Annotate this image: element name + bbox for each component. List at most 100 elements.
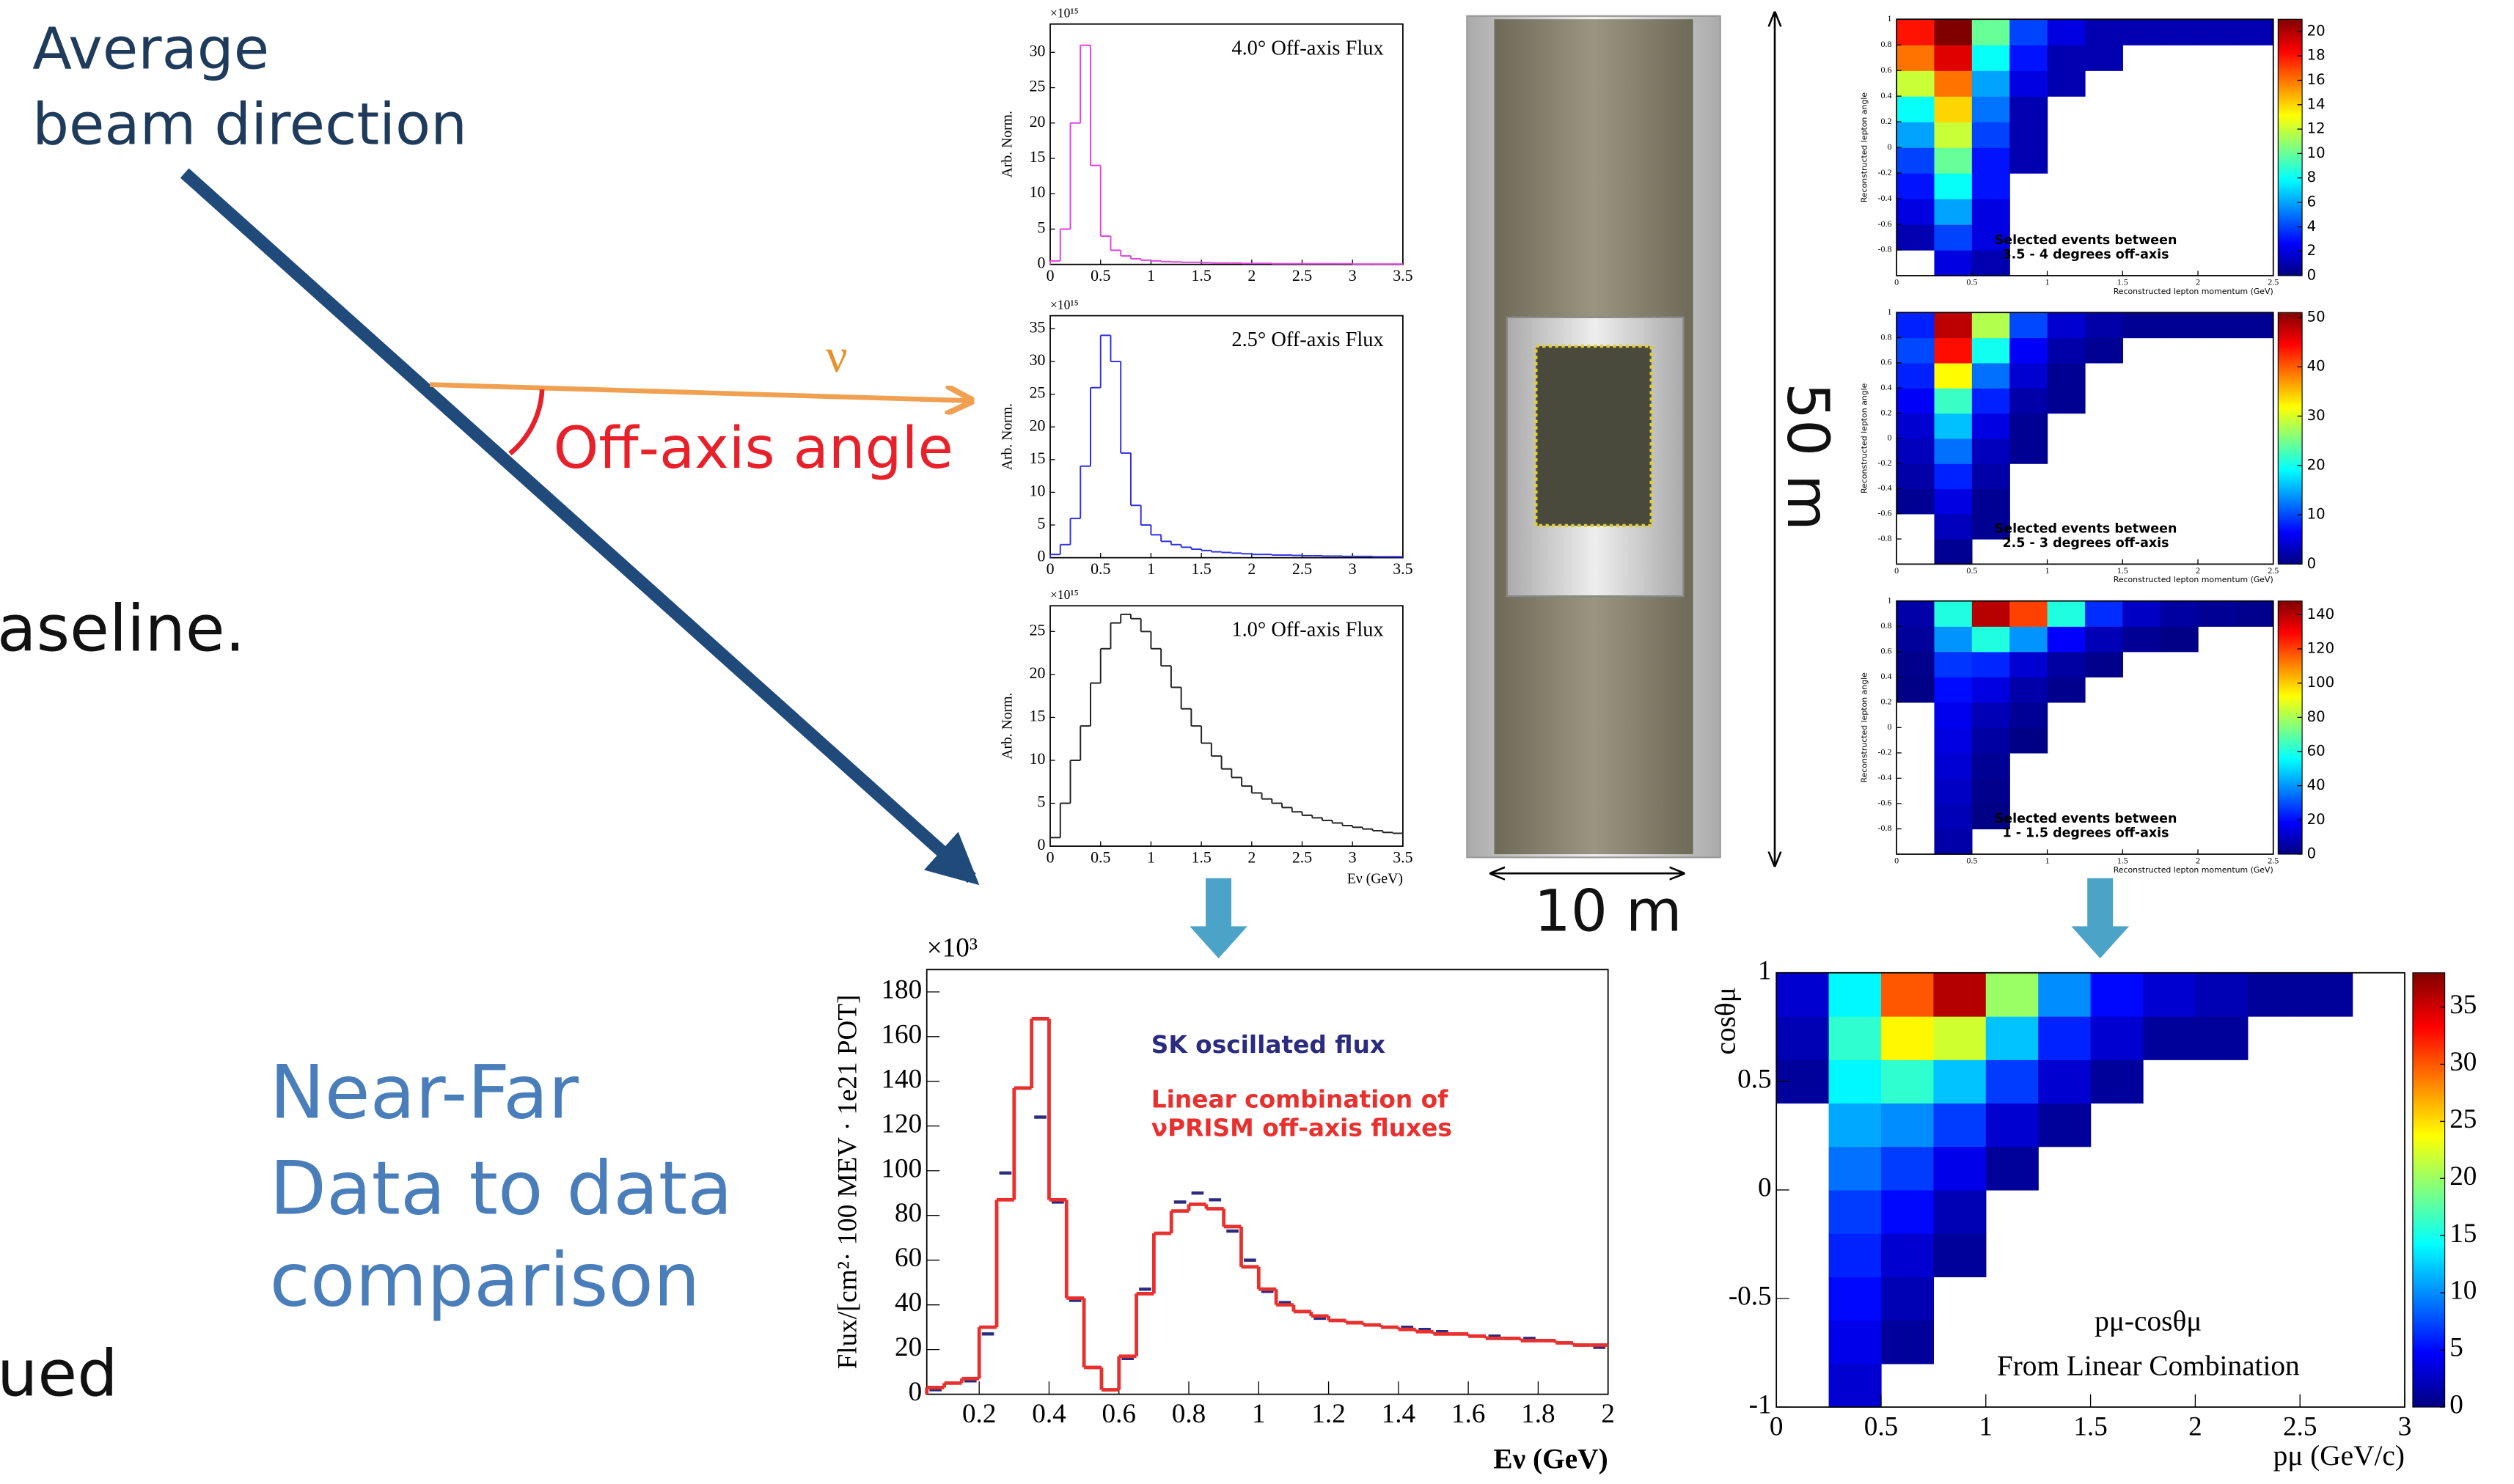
- colorbar: [2277, 312, 2303, 565]
- x-axis-label: pμ (GeV/c): [2273, 1439, 2405, 1472]
- heat-cell: [2122, 19, 2161, 45]
- x-tick-label: 0.2: [962, 1399, 996, 1429]
- heat-cell: [2009, 438, 2048, 464]
- y-tick-label: 15: [1030, 148, 1046, 166]
- y-tick-label: 0: [909, 1377, 923, 1407]
- x-tick-label: 0: [1770, 1411, 1784, 1441]
- y-tick-label: 0.6: [1881, 357, 1892, 367]
- heat-cell: [1934, 122, 1973, 148]
- chart-annotation: 3.5 - 4 degrees off-axis: [2002, 248, 2169, 262]
- heat-cell: [2047, 626, 2086, 653]
- heat-cell: [1934, 626, 1973, 653]
- x-axis-label: Reconstructed lepton momentum (GeV): [2114, 865, 2273, 875]
- y-tick-label: 5: [1038, 218, 1046, 236]
- heat-cell: [2160, 312, 2199, 339]
- heat-cell: [2047, 70, 2086, 97]
- heat-cell: [2009, 122, 2048, 148]
- colorbar-tick-label: 0: [2307, 845, 2317, 862]
- y-tick-label: 10: [1030, 183, 1046, 201]
- heat-cell: [2047, 600, 2086, 627]
- cut-text: aseline.: [0, 591, 245, 666]
- heat-cell: [2090, 1015, 2144, 1060]
- heat-cell: [1985, 1146, 2039, 1191]
- multiplier: ×10³: [927, 933, 978, 963]
- heat-cell: [1828, 1277, 1882, 1321]
- heat-cell: [1934, 463, 1973, 490]
- y-tick-label: -0.2: [1878, 747, 1892, 757]
- y-axis-label: Reconstructed lepton angle: [1859, 383, 1869, 493]
- heat-cell: [1828, 1320, 1882, 1364]
- heat-cell: [1897, 70, 1935, 97]
- y-axis-label: Arb. Norm.: [1000, 403, 1016, 470]
- heat-cell: [1897, 362, 1935, 389]
- heat-cell: [1897, 147, 1935, 174]
- heat-cell: [2198, 19, 2237, 45]
- heat-cell: [1934, 702, 1973, 728]
- x-tick-label: 1.6: [1451, 1399, 1485, 1429]
- heat-cell: [2047, 337, 2086, 364]
- colorbar-tick-label: 0: [2307, 555, 2317, 572]
- y-tick-label: 20: [1030, 113, 1046, 131]
- cut-text: ued: [0, 1337, 118, 1411]
- heat-cell: [1934, 727, 1973, 754]
- heat-cell: [1933, 1146, 1987, 1191]
- heat-cell: [1776, 972, 1830, 1017]
- heat-cell: [1880, 1277, 1935, 1321]
- heat-cell: [2047, 312, 2086, 339]
- x-tick-label: 2: [1601, 1399, 1615, 1429]
- heat-cell: [1934, 224, 1973, 251]
- y-tick-label: 1: [1758, 955, 1772, 985]
- x-tick-label: 2.5: [2283, 1411, 2317, 1441]
- colorbar-tick-label: 50: [2307, 308, 2326, 325]
- y-axis-label: Flux/[cm²· 100 MEV · 1e21 POT]: [832, 995, 862, 1370]
- heat-cell: [2090, 1059, 2144, 1104]
- plot-frame: [1049, 605, 1404, 847]
- y-tick-label: 100: [881, 1153, 922, 1183]
- heat-cell: [1971, 677, 2010, 703]
- heat-cell: [1971, 651, 2010, 677]
- heat-cell: [1897, 651, 1935, 677]
- chart-annotation: 2.5° Off-axis Flux: [1231, 328, 1383, 351]
- y-tick-label: 160: [881, 1019, 922, 1049]
- heat-cell: [1933, 1233, 1987, 1278]
- heat-cell: [1971, 626, 2010, 653]
- y-tick-label: -0.6: [1878, 218, 1892, 229]
- heat-cell: [1828, 1059, 1882, 1104]
- x-tick-label: 2: [1247, 267, 1256, 284]
- heat-cell: [1934, 600, 1973, 627]
- heat-cell: [1880, 972, 1935, 1017]
- heat-cell: [2235, 600, 2274, 627]
- y-tick-label: 0.4: [1881, 671, 1892, 681]
- heat-cell: [2142, 1015, 2196, 1060]
- colorbar-tick-label: 60: [2307, 742, 2326, 759]
- y-tick-label: -0.2: [1878, 458, 1892, 468]
- heat-cell: [1897, 199, 1935, 225]
- x-tick-label: 3: [1349, 560, 1357, 578]
- y-axis-label: Reconstructed lepton angle: [1859, 672, 1869, 783]
- x-tick-label: 0: [1047, 267, 1055, 284]
- colorbar-tick-label: 14: [2307, 95, 2326, 112]
- y-tick-label: 1: [1888, 306, 1892, 317]
- heat-cell: [1933, 1059, 1987, 1104]
- heat-cell: [1934, 803, 1973, 830]
- colorbar: [2277, 600, 2303, 855]
- beam-label: Average: [32, 15, 269, 83]
- y-tick-label: -1: [1749, 1390, 1772, 1420]
- heat-cell: [1880, 1146, 1935, 1191]
- y-tick-label: 0: [1888, 721, 1892, 732]
- colorbar-tick-label: 18: [2307, 47, 2326, 64]
- heat-cell: [2009, 70, 2048, 97]
- heat-cell: [1828, 1146, 1882, 1191]
- heat-cell: [2235, 312, 2274, 339]
- x-tick-label: 1.5: [2117, 565, 2128, 576]
- colorbar-tick-label: 140: [2307, 606, 2335, 622]
- x-tick-label: 0: [1047, 560, 1055, 578]
- histogram-chart: 0 0.5 1 1.5 2 2.5 3 3.5 0 5 10 15 20 25 30 35 ×10¹⁵ 2.5° …: [1000, 297, 1413, 578]
- x-tick-label: 0: [1894, 565, 1899, 576]
- y-tick-label: 0.2: [1881, 407, 1892, 417]
- heat-cell: [1880, 1015, 1935, 1060]
- heat-cell: [2038, 972, 2092, 1017]
- heat-cell: [1897, 600, 1935, 627]
- heat-cell: [1897, 96, 1935, 122]
- y-tick-label: -0.4: [1878, 482, 1892, 493]
